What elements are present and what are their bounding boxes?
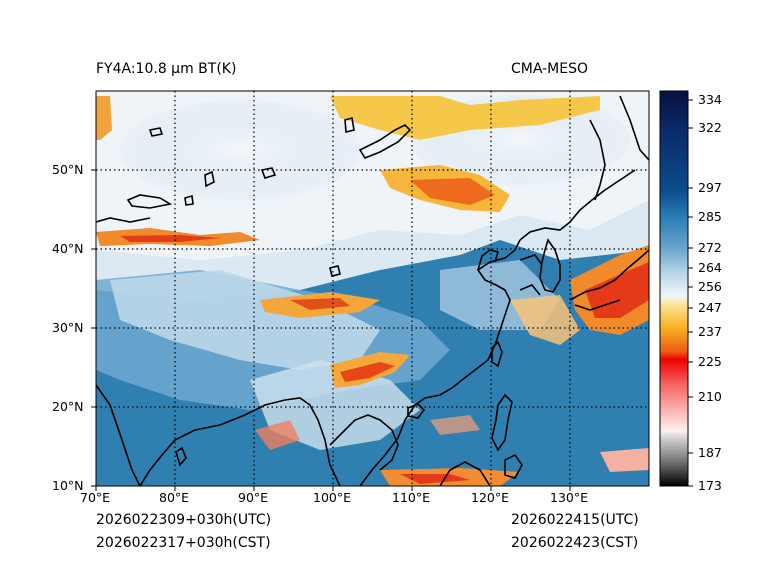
model-name: CMA-MESO (511, 61, 589, 77)
valid-time-utc: 2026022415(UTC) (511, 512, 639, 528)
lon-label: 110°E (392, 490, 431, 505)
lat-label: 20°N (52, 399, 84, 414)
lon-label: 100°E (313, 490, 352, 505)
lon-label: 70°E (80, 490, 111, 505)
colorbar-label: 187 (698, 445, 722, 460)
colorbar-label: 272 (698, 240, 722, 255)
colorbar-label: 256 (698, 279, 722, 294)
colorbar-label: 210 (698, 389, 722, 404)
lat-label: 30°N (52, 320, 84, 335)
init-time-cst: 2026022317+030h(CST) (96, 535, 271, 551)
lon-label: 130°E (550, 490, 589, 505)
map-title: FY4A:10.8 µm BT(K) (96, 61, 237, 77)
colorbar (659, 90, 693, 487)
colorbar-label: 297 (698, 180, 722, 195)
axis-ticks (91, 169, 571, 491)
colorbar-label: 225 (698, 354, 722, 369)
lon-label: 120°E (471, 490, 510, 505)
lon-label: 80°E (159, 490, 190, 505)
graticule (96, 91, 649, 486)
colorbar-label: 237 (698, 324, 722, 339)
colorbar-label: 334 (698, 92, 722, 107)
colorbar-label: 247 (698, 300, 722, 315)
lat-label: 40°N (52, 241, 84, 256)
init-time-utc: 2026022309+030h(UTC) (96, 512, 272, 528)
colorbar-label: 173 (698, 478, 722, 493)
colorbar-label: 285 (698, 209, 722, 224)
colorbar-label: 322 (698, 120, 722, 135)
lat-label: 50°N (52, 162, 84, 177)
coastlines (96, 95, 649, 486)
map-image (96, 91, 649, 486)
colorbar-label: 264 (698, 260, 722, 275)
valid-time-cst: 2026022423(CST) (511, 535, 639, 551)
lat-label: 10°N (52, 478, 84, 493)
map-frame (95, 90, 650, 487)
lon-label: 90°E (238, 490, 269, 505)
